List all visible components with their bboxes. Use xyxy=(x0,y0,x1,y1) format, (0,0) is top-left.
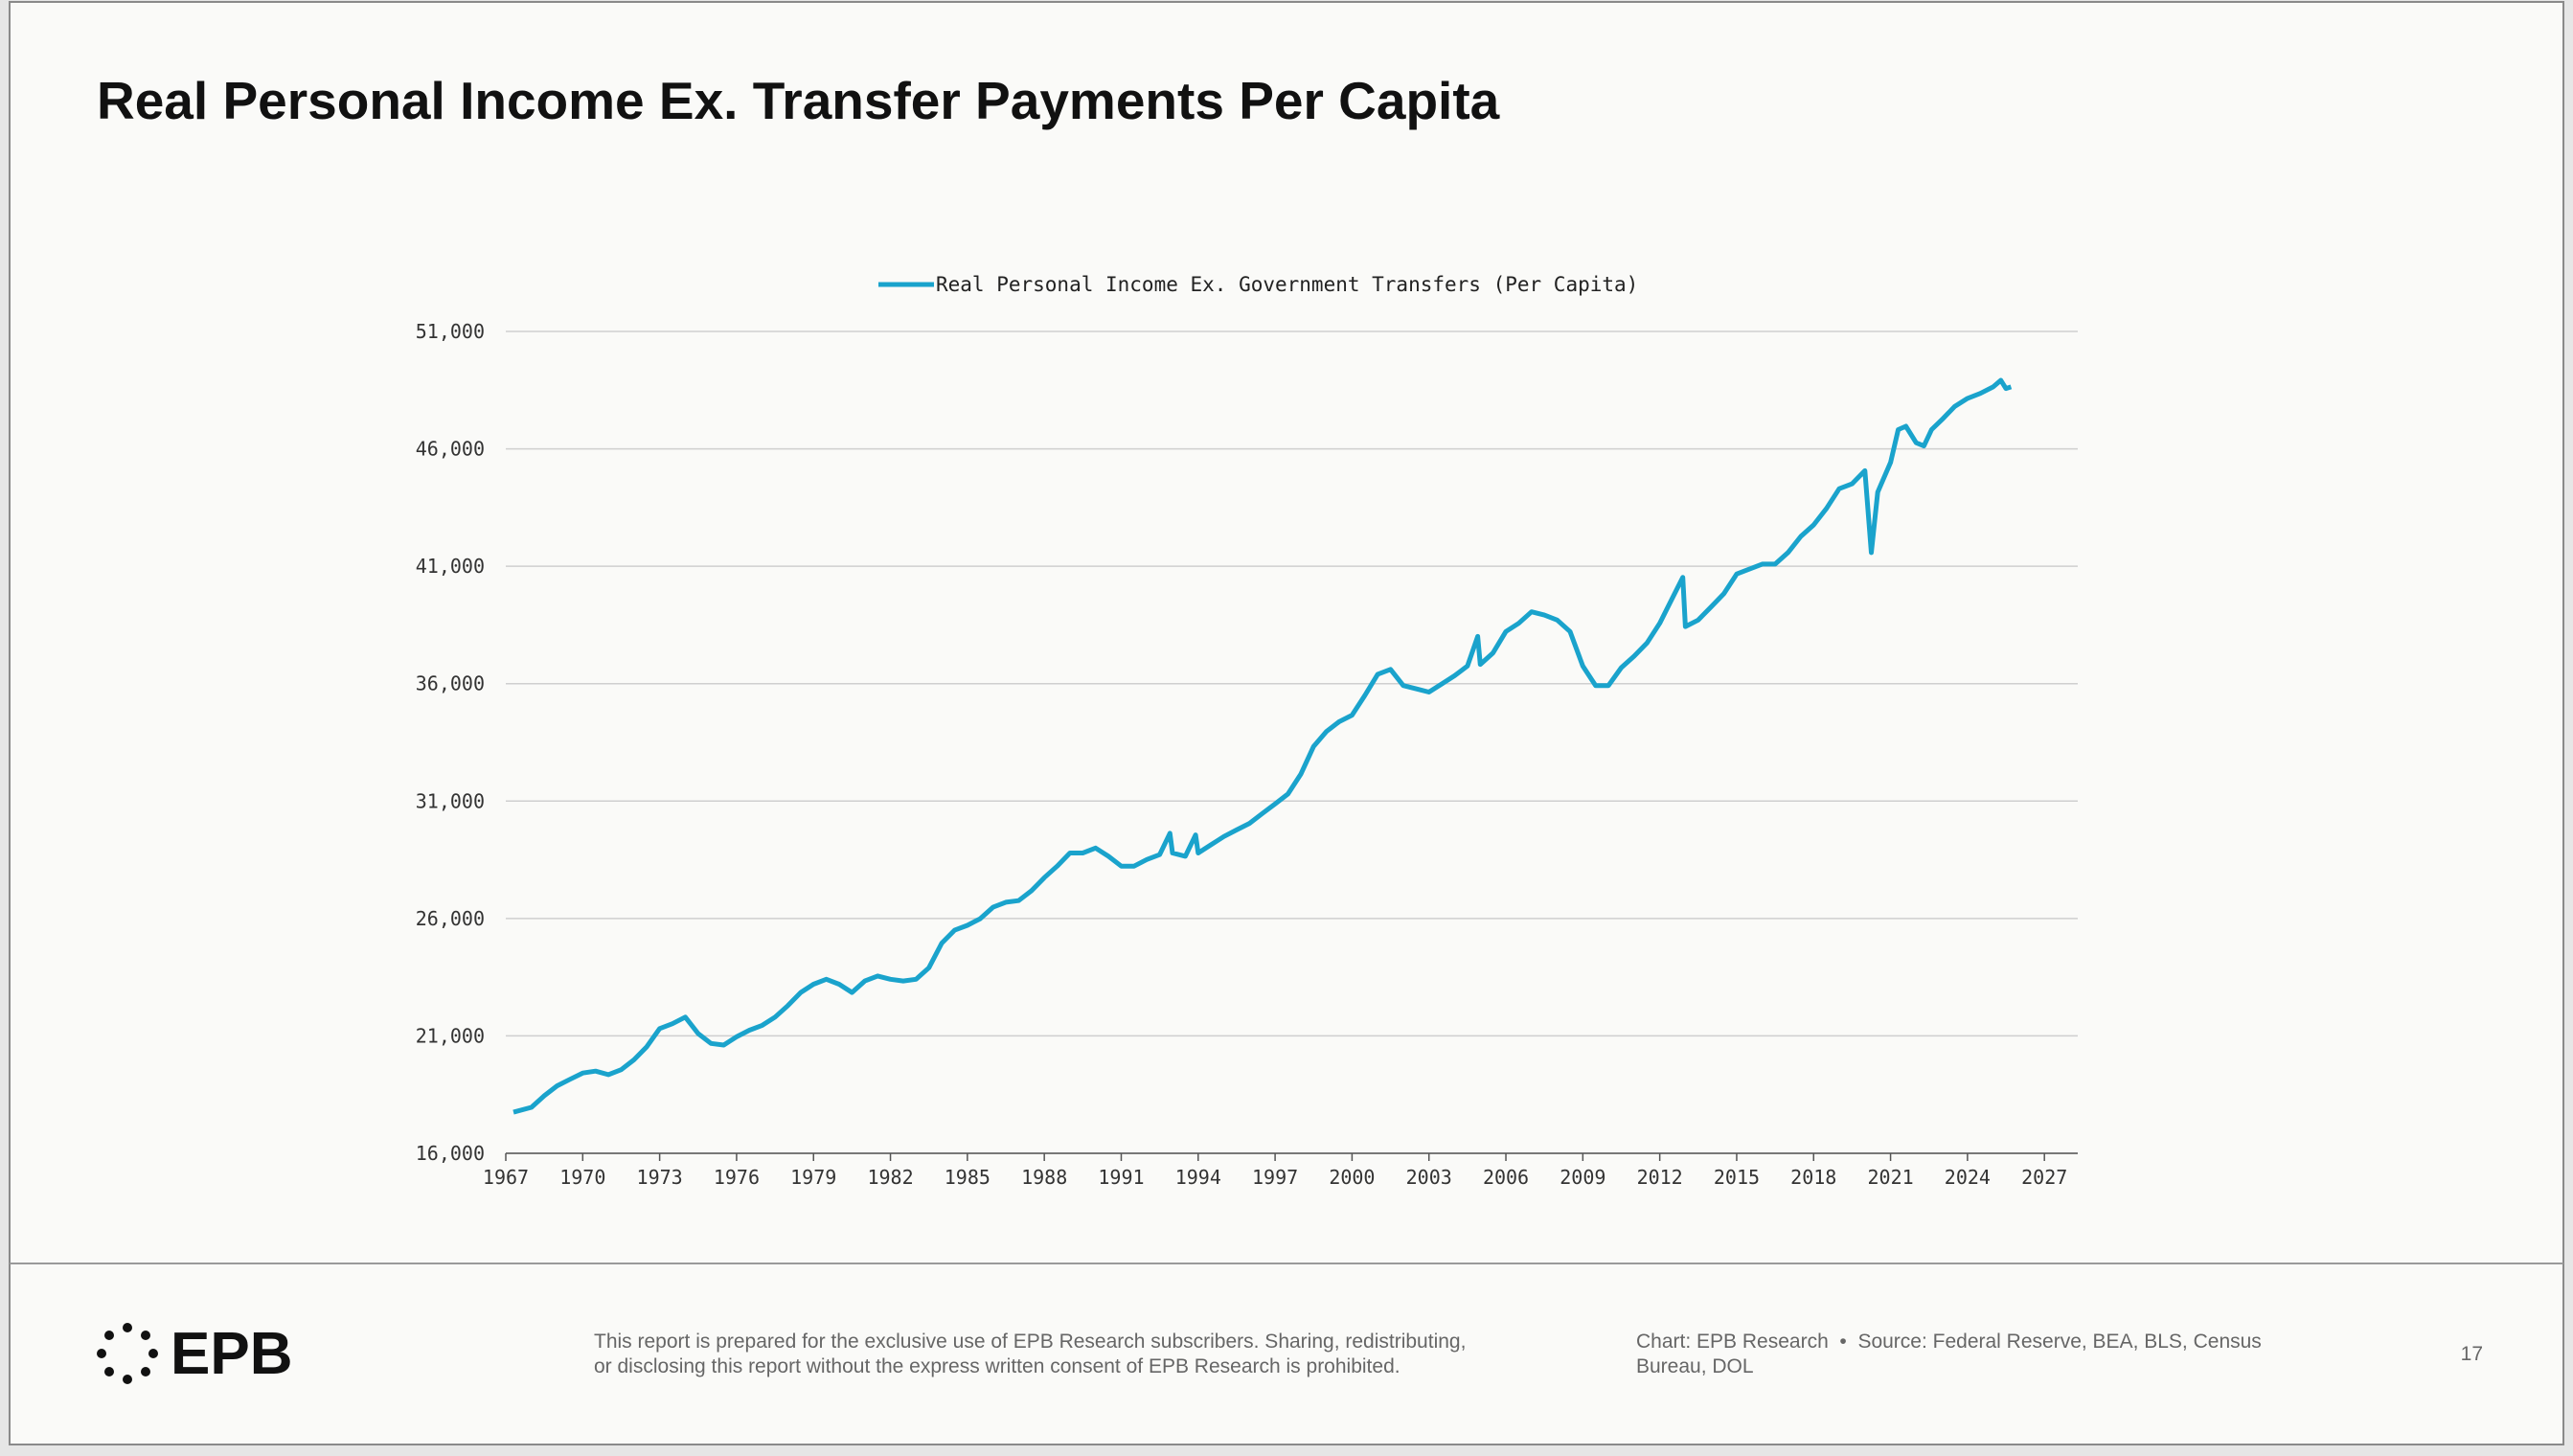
x-tick-label: 1973 xyxy=(637,1166,683,1189)
y-tick-label: 21,000 xyxy=(416,1024,485,1047)
y-tick-label: 36,000 xyxy=(416,672,485,695)
x-tick-label: 2024 xyxy=(1945,1166,1991,1189)
x-tick-label: 1997 xyxy=(1252,1166,1298,1189)
line-series xyxy=(512,377,2013,1115)
x-tick-label: 1979 xyxy=(790,1166,836,1189)
page-number: 17 xyxy=(2461,1343,2483,1365)
y-tick-label: 16,000 xyxy=(416,1142,485,1165)
x-tick-label: 1970 xyxy=(559,1166,605,1189)
x-tick-label: 1988 xyxy=(1021,1166,1067,1189)
slide-frame xyxy=(9,1,2564,1445)
y-tick-label: 46,000 xyxy=(416,438,485,461)
source: Chart: EPB Research • Source: Federal Re… xyxy=(1636,1331,2262,1353)
y-tick-label: 41,000 xyxy=(416,555,485,578)
x-tick-label: 2027 xyxy=(2021,1166,2067,1189)
x-tick-label: 2018 xyxy=(1790,1166,1836,1189)
plot: 16,000 21,000 26,000 31,000 36,000 41,000 46,0… xyxy=(416,273,2078,1189)
x-tick-label: 2009 xyxy=(1560,1166,1605,1189)
x-tick-label: 2000 xyxy=(1329,1166,1375,1189)
x-tick-label: 1982 xyxy=(867,1166,913,1189)
source: Bureau, DOL xyxy=(1636,1355,1754,1377)
disclaimer: or disclosing this report without the ex… xyxy=(594,1355,1400,1377)
x-tick-label: 1976 xyxy=(714,1166,760,1189)
x-tick-label: 2021 xyxy=(1867,1166,1913,1189)
x-tick-label: 1994 xyxy=(1175,1166,1221,1189)
logo-text: EPB xyxy=(171,1321,292,1387)
y-tick-label: 51,000 xyxy=(416,320,485,343)
disclaimer: This report is prepared for the exclusiv… xyxy=(594,1331,1466,1353)
x-tick-label: 1991 xyxy=(1098,1166,1144,1189)
chart-title: Real Personal Income Ex. Transfer Paymen… xyxy=(97,71,1500,130)
x-tick-label: 2012 xyxy=(1637,1166,1683,1189)
x-tick-label: 1985 xyxy=(945,1166,990,1189)
x-tick-label: 2006 xyxy=(1483,1166,1529,1189)
y-tick-label: 26,000 xyxy=(416,907,485,930)
x-tick-label: 2003 xyxy=(1406,1166,1452,1189)
x-tick-label: 1967 xyxy=(483,1166,529,1189)
legend-label: Real Personal Income Ex. Government Tran… xyxy=(936,273,1638,296)
x-tick-label: 2015 xyxy=(1714,1166,1760,1189)
logo-icon xyxy=(97,1323,158,1384)
y-tick-label: 31,000 xyxy=(416,789,485,812)
